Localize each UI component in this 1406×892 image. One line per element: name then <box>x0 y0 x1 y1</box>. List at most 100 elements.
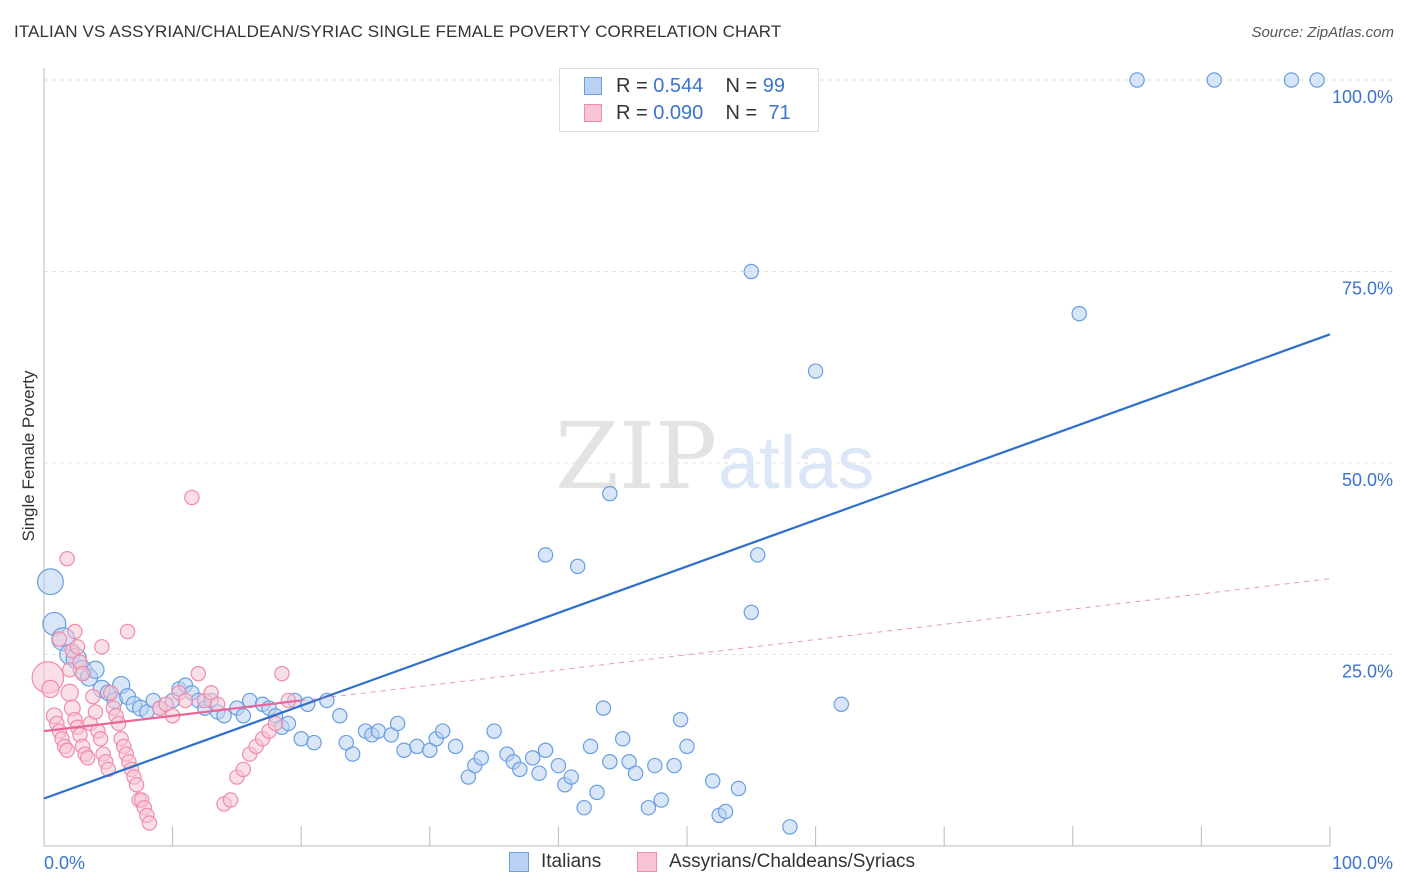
assyrians-point <box>59 551 75 567</box>
assyrians-point <box>119 623 136 640</box>
y-tick-label: 75.0% <box>1342 279 1393 299</box>
italians-point <box>666 757 682 774</box>
italians-point <box>1283 72 1300 88</box>
assyrians-point <box>79 750 96 766</box>
legend-item-italians: Italians <box>509 851 601 873</box>
assyrians-point <box>69 639 86 655</box>
assyrians-point <box>103 685 119 701</box>
italians-point <box>524 750 541 766</box>
italians-point <box>679 738 695 755</box>
italians-point <box>434 723 451 739</box>
italians-point <box>627 765 644 781</box>
italians-point <box>717 803 734 820</box>
italians-point <box>640 799 657 816</box>
assyrians-swatch <box>584 104 602 122</box>
y-tick-label: 25.0% <box>1342 662 1393 682</box>
y-axis-label: Single Female Poverty <box>19 370 38 542</box>
italians-point <box>782 819 798 835</box>
r-label: R = <box>616 101 648 124</box>
watermark-zip: ZIP <box>555 403 717 510</box>
r-value: 0.544 <box>653 74 704 97</box>
italians-legend-swatch <box>509 852 529 872</box>
assyrians-point <box>51 631 68 647</box>
italians-points <box>36 72 1325 835</box>
italians-point <box>749 547 766 563</box>
italians-point <box>1129 72 1145 88</box>
assyrians-point <box>67 623 83 640</box>
n-label: N = <box>725 101 758 124</box>
italians-point <box>409 738 425 755</box>
italians-point <box>473 750 489 766</box>
assyrians-point <box>41 679 60 699</box>
italians-point <box>569 558 586 575</box>
italians-point <box>338 734 354 751</box>
legend-item-assyrians: Assyrians/Chaldeans/Syriacs <box>637 851 915 873</box>
assyrians-point <box>158 696 174 713</box>
italians-point <box>614 731 631 747</box>
italians-point <box>589 784 605 801</box>
assyrians-point <box>85 688 101 705</box>
italians-point <box>383 727 399 743</box>
n-label: N = <box>725 74 758 97</box>
assyrians-legend-label: Assyrians/Chaldeans/Syriacs <box>669 851 916 872</box>
axes <box>43 68 1331 847</box>
italians-point <box>537 547 554 563</box>
y-tick-label: 100.0% <box>1332 87 1393 107</box>
italians-point <box>306 734 322 751</box>
italians-point <box>531 765 547 781</box>
italians-point <box>1071 305 1087 322</box>
italians-point <box>422 742 438 758</box>
grid-lines <box>44 79 1393 655</box>
italians-point <box>36 568 64 596</box>
italians-point <box>730 780 747 797</box>
n-value: 99 <box>762 74 786 97</box>
assyrians-point <box>267 715 284 732</box>
assyrians-legend-swatch <box>637 852 657 872</box>
assyrians-point <box>184 489 200 506</box>
assyrians-points <box>31 489 297 831</box>
italians-point <box>595 700 612 716</box>
italians-point <box>807 363 824 379</box>
italians-point <box>280 715 297 732</box>
italians-point <box>344 746 361 762</box>
italians-point <box>602 485 618 502</box>
italians-point <box>486 723 502 739</box>
italians-point <box>460 769 477 785</box>
italians-point <box>389 715 406 732</box>
trend-lines <box>43 333 1331 800</box>
italians-legend-label: Italians <box>541 851 602 872</box>
italians-point <box>602 753 618 770</box>
stats-legend: R = 0.544 N = 99 R = 0.090 N = 71 <box>559 68 819 132</box>
italians-point <box>550 757 567 774</box>
assyrians-point <box>190 665 207 682</box>
italians-point <box>704 773 721 789</box>
italians-point <box>332 708 348 724</box>
italians-point <box>743 263 760 280</box>
italians-point <box>1206 72 1223 88</box>
italians-point <box>653 792 670 808</box>
italians-point <box>370 723 387 739</box>
r-label: R = <box>616 74 648 97</box>
italians-point <box>396 742 412 758</box>
italians-point <box>1309 72 1325 88</box>
italians-point <box>537 742 554 758</box>
tick-labels: Single Female Poverty 25.0% 50.0% 75.0% 100.… <box>19 87 1393 873</box>
assyrians-point <box>274 665 290 682</box>
assyrians-trend-line <box>43 699 302 733</box>
assyrians-point <box>177 692 194 709</box>
italians-point <box>672 711 689 728</box>
assyrians-point <box>59 742 75 758</box>
assyrians-point <box>141 815 158 831</box>
watermark: ZIP atlas <box>555 403 874 510</box>
legend-row-assyrians: R = 0.090 N = 71 <box>584 100 791 126</box>
assyrians-trend-line-dashed <box>301 578 1331 701</box>
n-value: 71 <box>768 101 791 124</box>
x-tick-label: 100.0% <box>1332 853 1393 873</box>
italians-point <box>743 604 760 621</box>
assyrians-point <box>128 776 145 793</box>
assyrians-point <box>235 761 252 778</box>
italians-point <box>647 757 663 774</box>
y-tick-label: 50.0% <box>1342 470 1393 490</box>
italians-point <box>512 761 528 778</box>
